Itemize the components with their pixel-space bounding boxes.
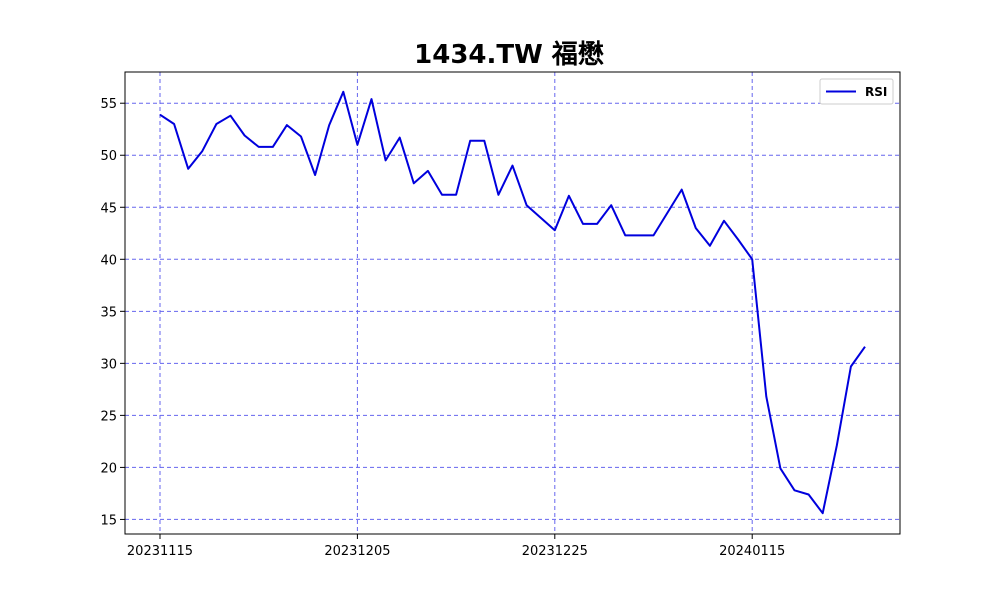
y-tick-label: 20 xyxy=(100,461,117,476)
y-tick-label: 40 xyxy=(100,253,117,268)
y-tick-label: 45 xyxy=(100,201,117,216)
grid-layer xyxy=(125,72,900,534)
y-tick-label: 50 xyxy=(100,149,117,164)
series-line-rsi xyxy=(159,90,866,515)
x-tick-label: 20231225 xyxy=(522,544,588,559)
x-axis: 20231115 20231205 20231225 20240115 xyxy=(127,534,785,559)
x-tick-label: 20231205 xyxy=(324,544,390,559)
chart-title: 1434.TW 福懋 xyxy=(414,40,604,70)
y-tick-label: 25 xyxy=(100,409,117,424)
plot-frame xyxy=(124,71,901,535)
y-axis: 15 20 25 30 35 40 45 50 55 xyxy=(100,97,125,528)
x-tick-label: 20240115 xyxy=(719,544,785,559)
y-tick-label: 35 xyxy=(100,305,117,320)
y-tick-label: 30 xyxy=(100,357,117,372)
legend: RSI xyxy=(819,78,894,105)
y-tick-label: 55 xyxy=(100,97,117,112)
legend-box xyxy=(819,78,894,105)
x-tick-label: 20231115 xyxy=(127,544,193,559)
y-tick-label: 15 xyxy=(100,513,117,528)
legend-label-rsi: RSI xyxy=(865,85,887,99)
